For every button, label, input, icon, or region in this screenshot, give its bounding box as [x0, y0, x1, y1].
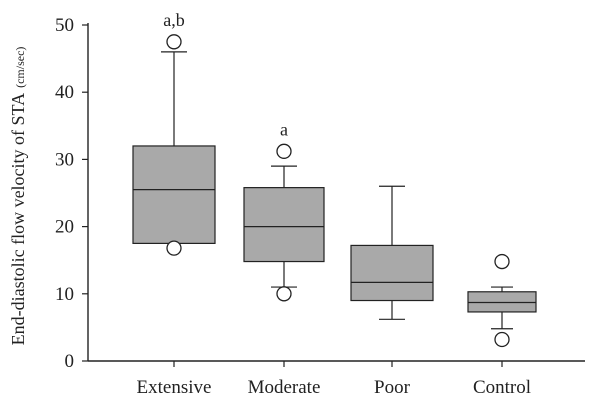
y-tick-label-30: 30: [55, 149, 74, 170]
box-moderate: [243, 187, 325, 263]
y-tick-label-10: 10: [55, 284, 74, 305]
outlier-extensive-2: [166, 240, 182, 256]
box-poor: [350, 244, 434, 302]
y-tick-label-20: 20: [55, 217, 74, 238]
x-tick-label-moderate: Moderate: [248, 377, 321, 398]
outlier-control-2: [494, 331, 510, 348]
box-control: [467, 291, 537, 313]
plot-area: 0 10 20 30 40 50 a,b Extensive a Moderate Poor Cont…: [55, 10, 585, 398]
outlier-control-1: [494, 253, 510, 270]
box-extensive: [132, 145, 216, 245]
y-axis-label: End-diastolic flow velocity of STA (cm/se…: [8, 47, 28, 346]
annotation-extensive: a,b: [163, 10, 185, 30]
y-tick-label-40: 40: [55, 82, 74, 103]
x-tick-label-poor: Poor: [374, 377, 411, 398]
y-axis-label-unit: (cm/sec): [13, 47, 27, 88]
annotation-moderate: a: [280, 119, 288, 139]
x-tick-label-extensive: Extensive: [137, 377, 212, 398]
outlier-moderate-2: [276, 286, 292, 302]
y-tick-label-0: 0: [65, 351, 75, 372]
y-axis-label-main: End-diastolic flow velocity of STA: [8, 93, 28, 346]
x-tick-label-control: Control: [473, 377, 531, 398]
y-tick-label-50: 50: [55, 15, 74, 36]
outlier-moderate-1: [276, 143, 292, 159]
outlier-extensive-1: [166, 34, 182, 50]
